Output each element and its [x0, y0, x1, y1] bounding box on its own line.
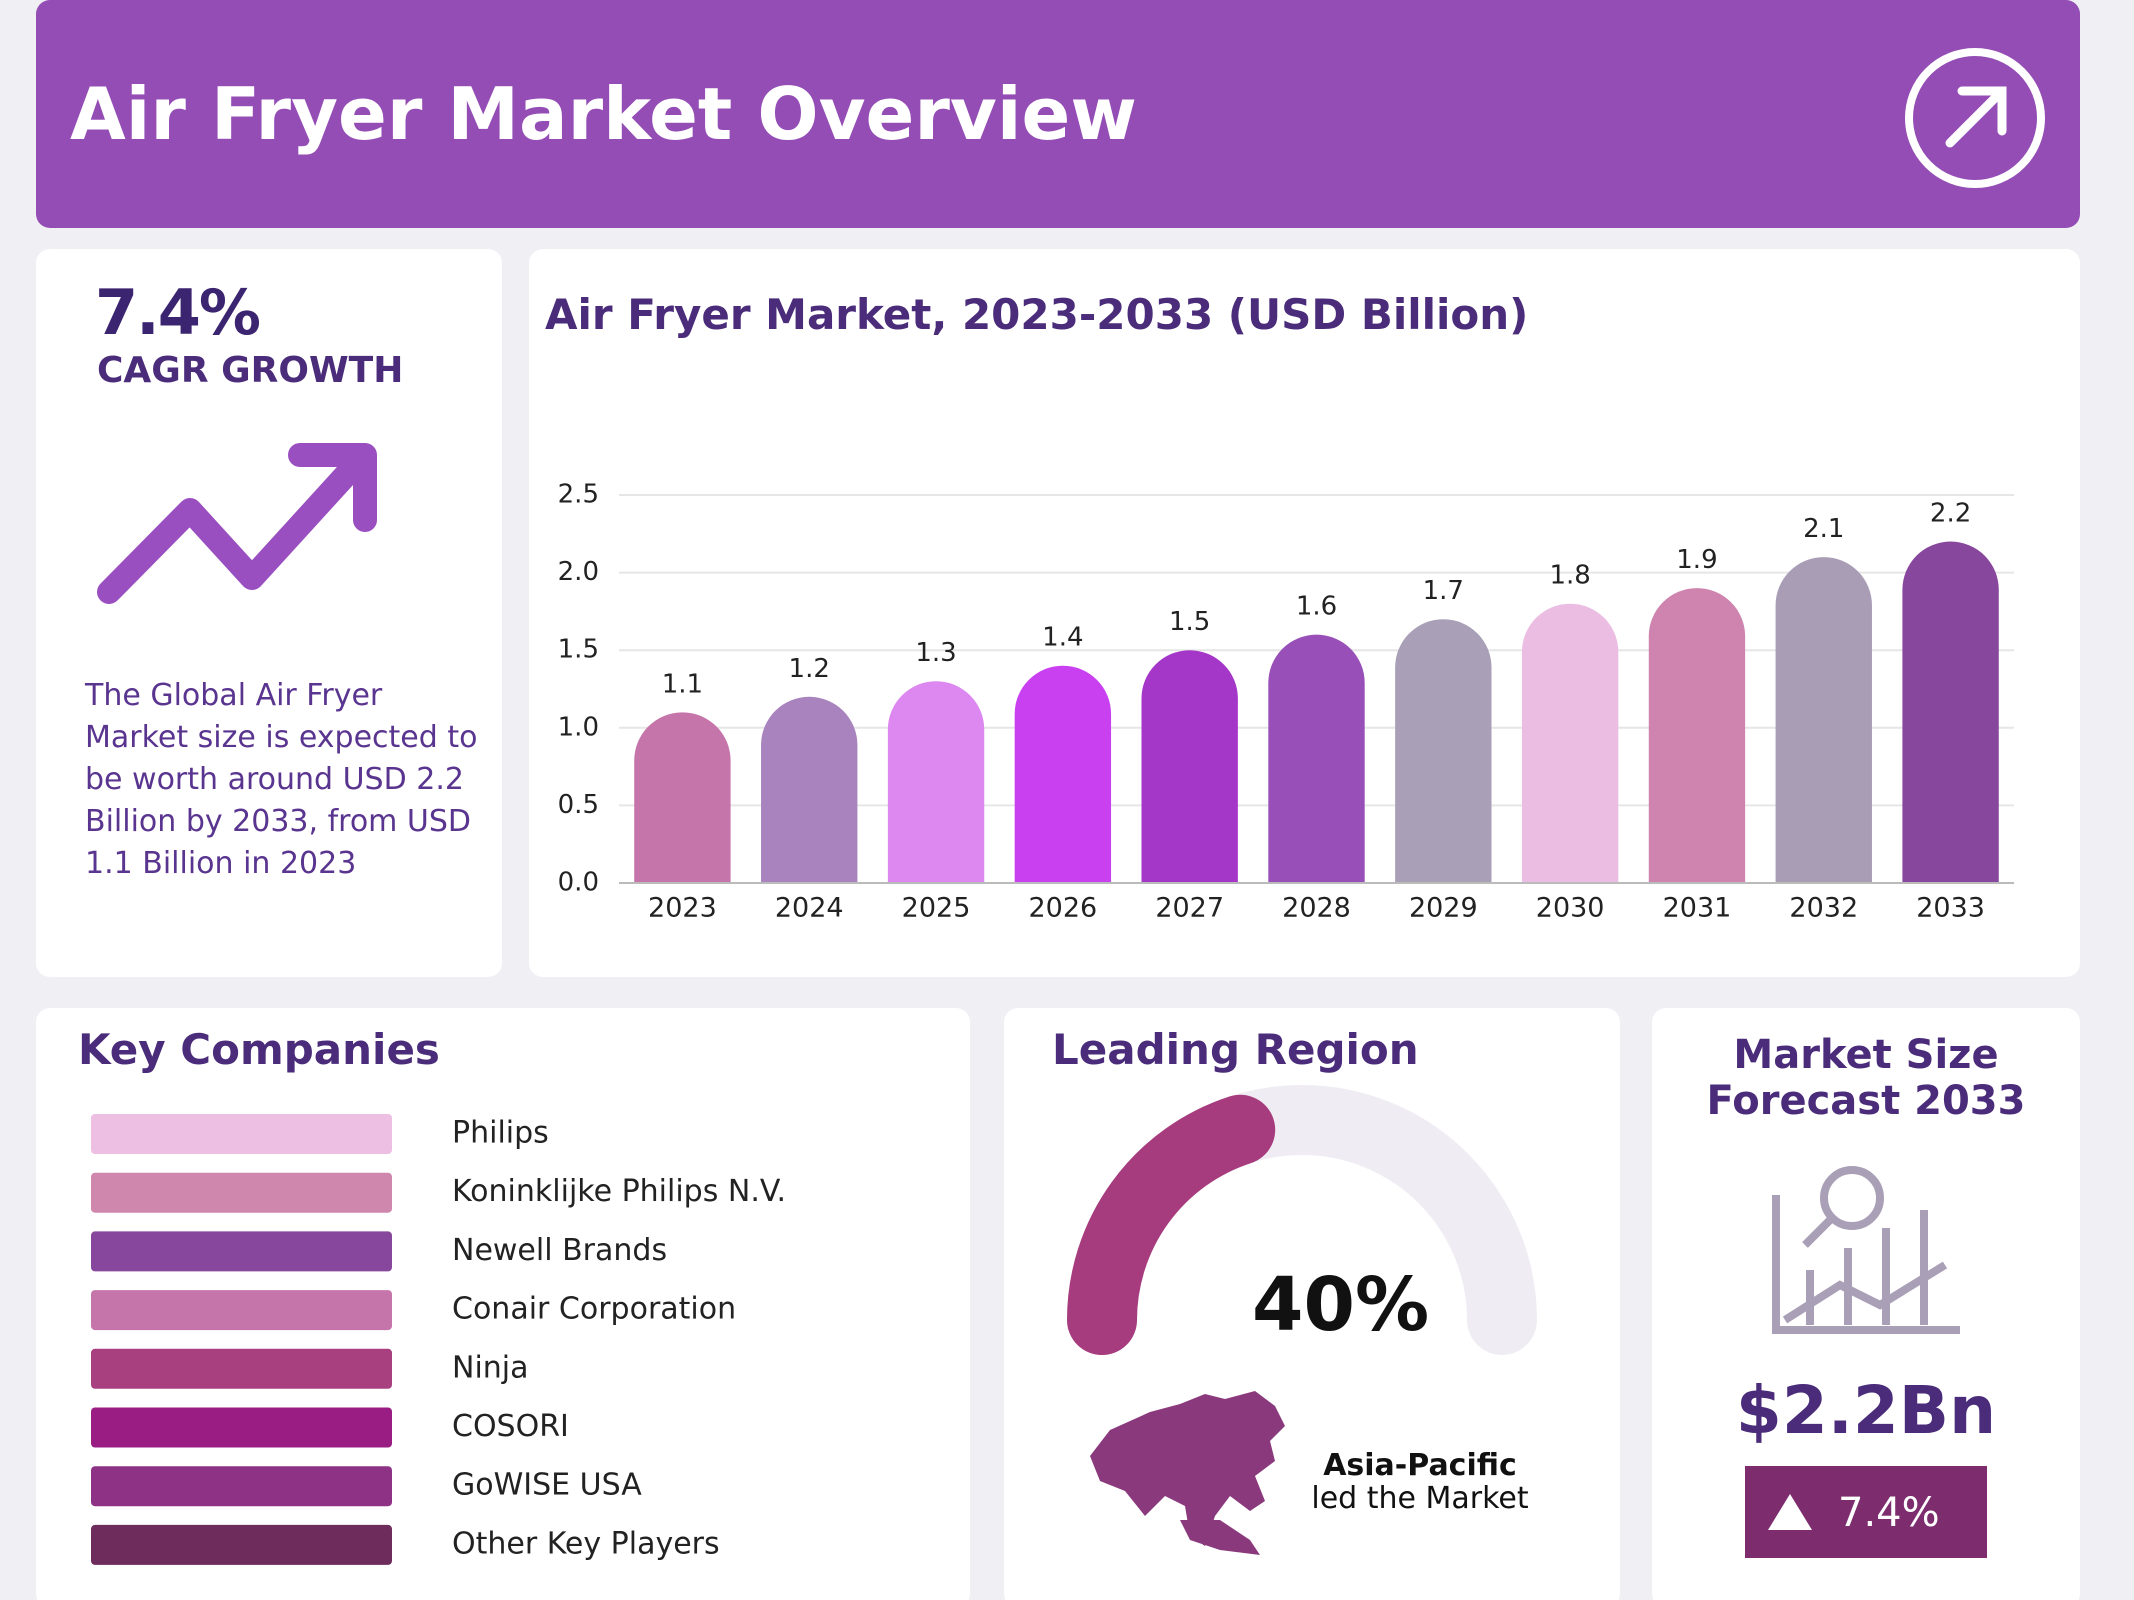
bar [1141, 650, 1238, 883]
x-tick-label: 2030 [1536, 893, 1605, 924]
value-label: 1.2 [789, 654, 830, 684]
company-name: Other Key Players [452, 1526, 720, 1561]
badge-triangle [1768, 1494, 1812, 1530]
company-name: Ninja [452, 1350, 529, 1385]
company-swatch [91, 1172, 392, 1213]
header-icon [1905, 48, 2045, 188]
forecast-growth: 7.4% [1838, 1490, 1940, 1536]
forecast-icon [1772, 1166, 1960, 1334]
header-arrow [1945, 86, 2007, 148]
company-name: Philips [452, 1116, 549, 1151]
value-label: 1.5 [1169, 607, 1210, 637]
y-tick-label: 1.5 [558, 635, 599, 665]
growth-arrowhead [288, 443, 377, 532]
companies-panel [36, 1008, 970, 1600]
x-tick-label: 2025 [902, 893, 971, 924]
bar [1775, 557, 1872, 883]
bar [761, 696, 858, 883]
bar [887, 681, 985, 883]
x-tick-label: 2026 [1029, 893, 1098, 924]
value-label: 1.4 [1042, 623, 1083, 653]
value-label: 1.7 [1423, 576, 1464, 606]
value-label: 1.1 [662, 669, 703, 699]
growth-arrow [97, 453, 367, 604]
region-note: led the Market [1311, 1481, 1529, 1516]
y-tick-label: 0.5 [558, 790, 599, 820]
companies-title: Key Companies [78, 1025, 440, 1074]
company-name: Conair Corporation [452, 1292, 736, 1327]
bar [1014, 665, 1112, 883]
bar [1902, 541, 1999, 883]
cagr-value: 7.4% [95, 276, 261, 349]
x-tick-label: 2032 [1789, 893, 1858, 924]
y-tick-label: 0.0 [558, 868, 599, 898]
x-tick-label: 2024 [775, 893, 844, 924]
region-name: Asia-Pacific [1323, 1448, 1517, 1483]
gauge-value [1067, 1094, 1276, 1355]
cagr-label: CAGR GROWTH [97, 350, 404, 391]
page-title: Air Fryer Market Overview [70, 72, 1137, 156]
forecast-panel [1652, 1008, 2080, 1600]
company-swatch [91, 1348, 392, 1389]
company-swatch [91, 1524, 392, 1565]
value-label: 1.6 [1296, 592, 1337, 622]
bar [1521, 603, 1619, 883]
value-label: 2.1 [1803, 514, 1844, 544]
y-tick-label: 2.5 [558, 480, 599, 510]
header-bar [36, 0, 2080, 228]
x-tick-label: 2023 [648, 893, 717, 924]
x-tick-label: 2028 [1282, 893, 1351, 924]
bar [1395, 619, 1492, 883]
company-name: Koninklijke Philips N.V. [452, 1174, 786, 1209]
forecast-value: $2.2Bn [1735, 1372, 1997, 1449]
company-name: Newell Brands [452, 1233, 667, 1268]
value-label: 1.3 [915, 638, 956, 668]
x-tick-label: 2033 [1916, 893, 1985, 924]
cagr-panel [36, 249, 502, 977]
company-name: COSORI [452, 1409, 569, 1444]
asia-map [1090, 1391, 1285, 1555]
company-swatch [91, 1290, 392, 1331]
y-tick-label: 2.0 [558, 557, 599, 587]
y-tick-label: 1.0 [558, 712, 599, 742]
region-title: Leading Region [1052, 1025, 1419, 1074]
bar [634, 712, 731, 883]
bar [1648, 588, 1746, 883]
value-label: 1.9 [1676, 545, 1717, 575]
cagr-description: The Global Air Fryer Market size is expe… [85, 678, 478, 881]
x-tick-label: 2027 [1155, 893, 1224, 924]
value-label: 2.2 [1930, 499, 1971, 529]
company-swatch [91, 1114, 392, 1154]
x-tick-label: 2031 [1663, 893, 1732, 924]
region-value: 40% [1252, 1262, 1430, 1348]
x-tick-label: 2029 [1409, 893, 1478, 924]
forecast-title: Market Size Forecast 2033 [1706, 1032, 2026, 1124]
bar [1268, 634, 1365, 883]
chart-title: Air Fryer Market, 2023-2033 (USD Billion… [545, 290, 1529, 339]
company-swatch [91, 1407, 392, 1448]
company-name: GoWISE USA [452, 1468, 642, 1503]
value-label: 1.8 [1549, 561, 1590, 591]
company-swatch [91, 1466, 392, 1507]
company-swatch [91, 1231, 392, 1272]
